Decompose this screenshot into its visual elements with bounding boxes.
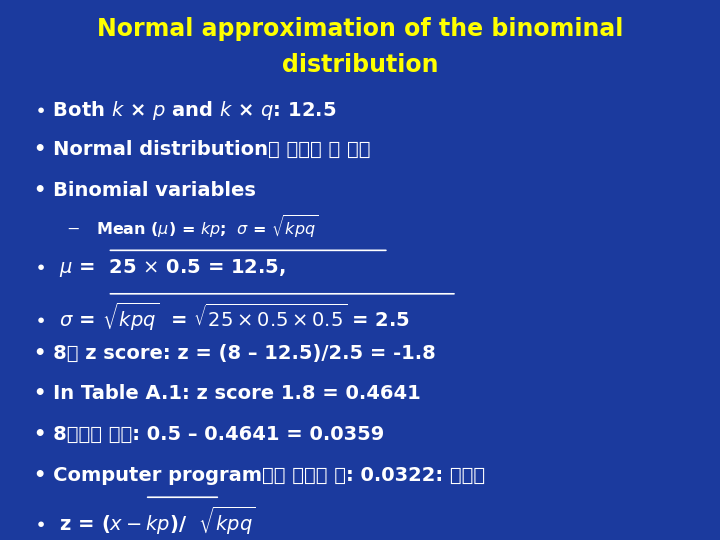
Text: • 8이하의 확률: 0.5 – 0.4641 = 0.0359: • 8이하의 확률: 0.5 – 0.4641 = 0.0359 bbox=[34, 424, 384, 444]
Text: • 8의 z score: z = (8 – 12.5)/2.5 = -1.8: • 8의 z score: z = (8 – 12.5)/2.5 = -1.8 bbox=[34, 344, 436, 363]
Text: $\bullet$  z = ($x - kp$)/  $\sqrt{kpq}$: $\bullet$ z = ($x - kp$)/ $\sqrt{kpq}$ bbox=[34, 505, 256, 537]
Text: $-$   Mean ($\mu$) = $kp$;  $\sigma$ = $\sqrt{kpq}$: $-$ Mean ($\mu$) = $kp$; $\sigma$ = $\sq… bbox=[66, 213, 318, 241]
Text: • Computer program으로 계산한 값: 0.0322: 비슷함: • Computer program으로 계산한 값: 0.0322: 비슷함 bbox=[34, 465, 485, 484]
Text: • Normal distribution을 이용할 수 있다: • Normal distribution을 이용할 수 있다 bbox=[34, 140, 370, 159]
Text: • In Table A.1: z score 1.8 = 0.4641: • In Table A.1: z score 1.8 = 0.4641 bbox=[34, 384, 420, 403]
Text: Normal approximation of the binominal: Normal approximation of the binominal bbox=[96, 17, 624, 40]
Text: $\bullet$ Both $k$ × $p$ and $k$ × $q$: 12.5: $\bullet$ Both $k$ × $p$ and $k$ × $q$: … bbox=[34, 98, 336, 122]
Text: distribution: distribution bbox=[282, 52, 438, 77]
Text: • Binomial variables: • Binomial variables bbox=[34, 181, 256, 200]
Text: $\bullet$  $\sigma$ = $\sqrt{kpq}$  = $\sqrt{25 \times 0.5 \times 0.5}$ = 2.5: $\bullet$ $\sigma$ = $\sqrt{kpq}$ = $\sq… bbox=[34, 300, 410, 333]
Text: $\bullet$  $\mu$ =  25 $\times$ 0.5 = 12.5,: $\bullet$ $\mu$ = 25 $\times$ 0.5 = 12.5… bbox=[34, 257, 286, 279]
